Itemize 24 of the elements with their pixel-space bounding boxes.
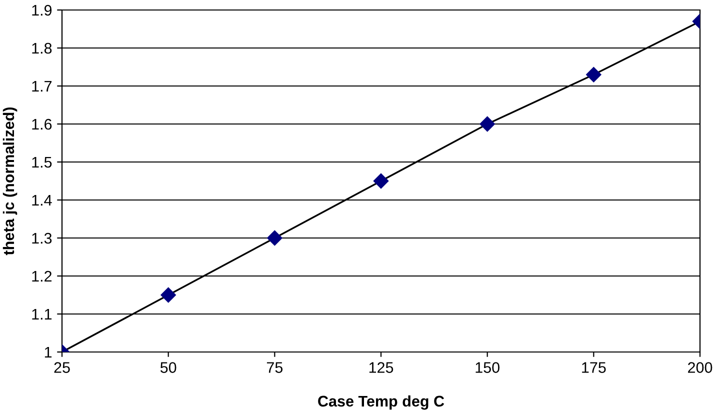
x-tick-label: 25: [54, 362, 70, 373]
x-axis-title: Case Temp deg C: [318, 395, 444, 410]
point: [373, 173, 389, 189]
point: [586, 67, 602, 82]
x-tick-label: 150: [476, 362, 500, 373]
y-tick-label: 1.2: [32, 270, 52, 282]
x-tick-label: 200: [688, 362, 712, 373]
y-axis-title: theta jc (normalized): [2, 107, 18, 256]
y-tick-label: 1: [44, 347, 52, 358]
y-tick-label: 1.6: [32, 118, 52, 130]
x-tick-label: 125: [369, 362, 394, 373]
x-tick-label: 175: [582, 362, 606, 373]
point: [480, 116, 495, 132]
x-tick-label: 75: [266, 362, 283, 373]
x-tick-label: 50: [160, 362, 176, 373]
y-tick-label: 1.1: [32, 309, 52, 320]
y-tick-label: 1.9: [32, 4, 52, 16]
y-tick-label: 1.8: [32, 42, 52, 54]
y-tick-label: 1.3: [32, 232, 52, 244]
point: [267, 230, 282, 246]
y-tick-label: 1.5: [32, 157, 52, 168]
point: [160, 287, 176, 303]
y-tick-label: 1.4: [32, 195, 52, 206]
y-tick-label: 1.7: [32, 81, 52, 92]
